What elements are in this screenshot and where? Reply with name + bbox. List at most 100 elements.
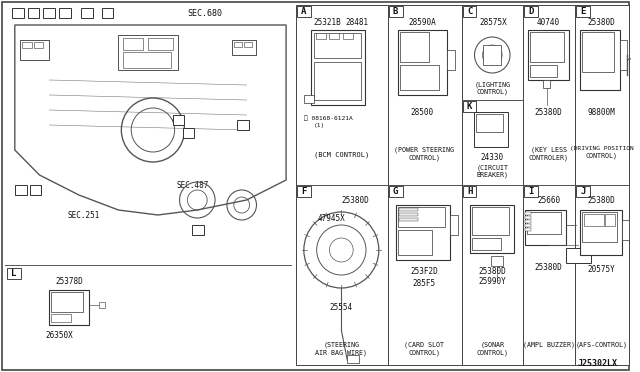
Text: C: C xyxy=(467,7,472,16)
Text: H: H xyxy=(467,187,472,196)
Text: G: G xyxy=(393,187,398,196)
Text: 25380D: 25380D xyxy=(534,263,563,272)
Text: 25660: 25660 xyxy=(537,196,560,205)
Bar xyxy=(304,95,314,103)
Bar xyxy=(397,207,445,227)
Bar xyxy=(388,186,403,197)
Text: L: L xyxy=(31,9,36,17)
Bar xyxy=(605,214,614,226)
Bar xyxy=(576,186,590,197)
Text: H: H xyxy=(176,115,181,125)
Bar xyxy=(566,248,591,263)
Bar xyxy=(575,185,629,365)
Bar xyxy=(470,205,514,253)
Bar xyxy=(124,52,171,68)
Text: F: F xyxy=(196,225,201,234)
Bar xyxy=(173,115,184,125)
Bar xyxy=(450,215,458,235)
Text: K: K xyxy=(47,9,52,17)
Bar xyxy=(51,314,71,322)
Bar xyxy=(297,186,311,197)
Bar xyxy=(118,35,177,70)
Text: 253F2D: 253F2D xyxy=(410,267,438,276)
Bar xyxy=(12,8,24,18)
Bar xyxy=(234,42,242,47)
Text: (BCM CONTROL): (BCM CONTROL) xyxy=(314,152,369,158)
Bar xyxy=(314,33,361,58)
Text: B: B xyxy=(393,7,398,16)
Bar xyxy=(525,210,566,245)
Text: (AMPL BUZZER): (AMPL BUZZER) xyxy=(522,342,575,348)
Bar xyxy=(396,205,450,260)
Bar xyxy=(472,238,501,250)
Text: E: E xyxy=(15,9,20,17)
Bar xyxy=(330,33,339,39)
Text: L: L xyxy=(11,269,17,278)
Bar xyxy=(525,220,531,223)
Bar xyxy=(580,30,620,90)
Bar xyxy=(99,302,104,308)
Bar xyxy=(81,8,93,18)
Bar xyxy=(7,268,20,279)
Text: J: J xyxy=(580,187,586,196)
Text: CONTROL): CONTROL) xyxy=(476,350,508,356)
Bar xyxy=(232,40,257,55)
Text: 25554: 25554 xyxy=(330,304,353,312)
Text: 25380D: 25380D xyxy=(588,196,616,205)
Text: (DRIVING POSITION: (DRIVING POSITION xyxy=(570,145,634,151)
Text: SEC.680: SEC.680 xyxy=(188,9,223,17)
Text: Ⓑ 08168-6121A: Ⓑ 08168-6121A xyxy=(304,115,353,121)
Bar xyxy=(527,212,561,234)
Bar xyxy=(472,207,509,235)
Bar xyxy=(525,216,531,219)
Bar xyxy=(525,212,531,215)
Text: C: C xyxy=(84,9,90,17)
Text: 25990Y: 25990Y xyxy=(479,278,506,286)
Text: E: E xyxy=(580,7,586,16)
Bar xyxy=(388,6,403,17)
Text: (KEY LESS: (KEY LESS xyxy=(531,147,566,153)
Text: 47945X: 47945X xyxy=(317,214,346,222)
Text: CONTROL): CONTROL) xyxy=(408,350,440,356)
Text: SEC.487: SEC.487 xyxy=(176,180,209,189)
Text: 28481: 28481 xyxy=(346,17,369,26)
Bar xyxy=(576,6,590,17)
Bar xyxy=(621,220,629,240)
Bar xyxy=(463,186,477,197)
Text: (STEERING: (STEERING xyxy=(323,342,359,348)
Bar xyxy=(523,185,575,365)
Bar xyxy=(399,32,429,62)
Bar xyxy=(575,5,629,185)
Text: 25380D: 25380D xyxy=(479,267,506,276)
Text: K: K xyxy=(467,102,472,111)
Bar xyxy=(463,101,477,112)
Bar xyxy=(59,8,71,18)
Text: (LIGHTING: (LIGHTING xyxy=(474,82,510,88)
Bar xyxy=(528,30,569,80)
Text: 28500: 28500 xyxy=(411,108,434,116)
Text: (SONAR: (SONAR xyxy=(480,342,504,348)
Text: A: A xyxy=(301,7,307,16)
Text: 24330: 24330 xyxy=(481,153,504,161)
Text: A: A xyxy=(240,121,245,129)
Bar xyxy=(29,185,42,195)
Bar xyxy=(582,212,616,242)
Bar xyxy=(397,30,447,95)
Bar xyxy=(399,65,439,90)
Bar xyxy=(463,6,477,17)
Bar xyxy=(523,5,575,185)
Text: I: I xyxy=(528,187,533,196)
Bar xyxy=(524,6,538,17)
Bar xyxy=(193,225,204,235)
Bar xyxy=(530,65,557,77)
Bar xyxy=(20,40,49,60)
Text: SEC.251: SEC.251 xyxy=(68,211,100,219)
Bar xyxy=(580,210,621,255)
Bar xyxy=(296,5,388,185)
Text: CONTROLER): CONTROLER) xyxy=(529,155,568,161)
Text: CONTROL): CONTROL) xyxy=(476,89,508,95)
Bar xyxy=(397,230,432,255)
Bar xyxy=(49,290,89,325)
Bar xyxy=(461,5,523,185)
Bar xyxy=(388,185,461,365)
